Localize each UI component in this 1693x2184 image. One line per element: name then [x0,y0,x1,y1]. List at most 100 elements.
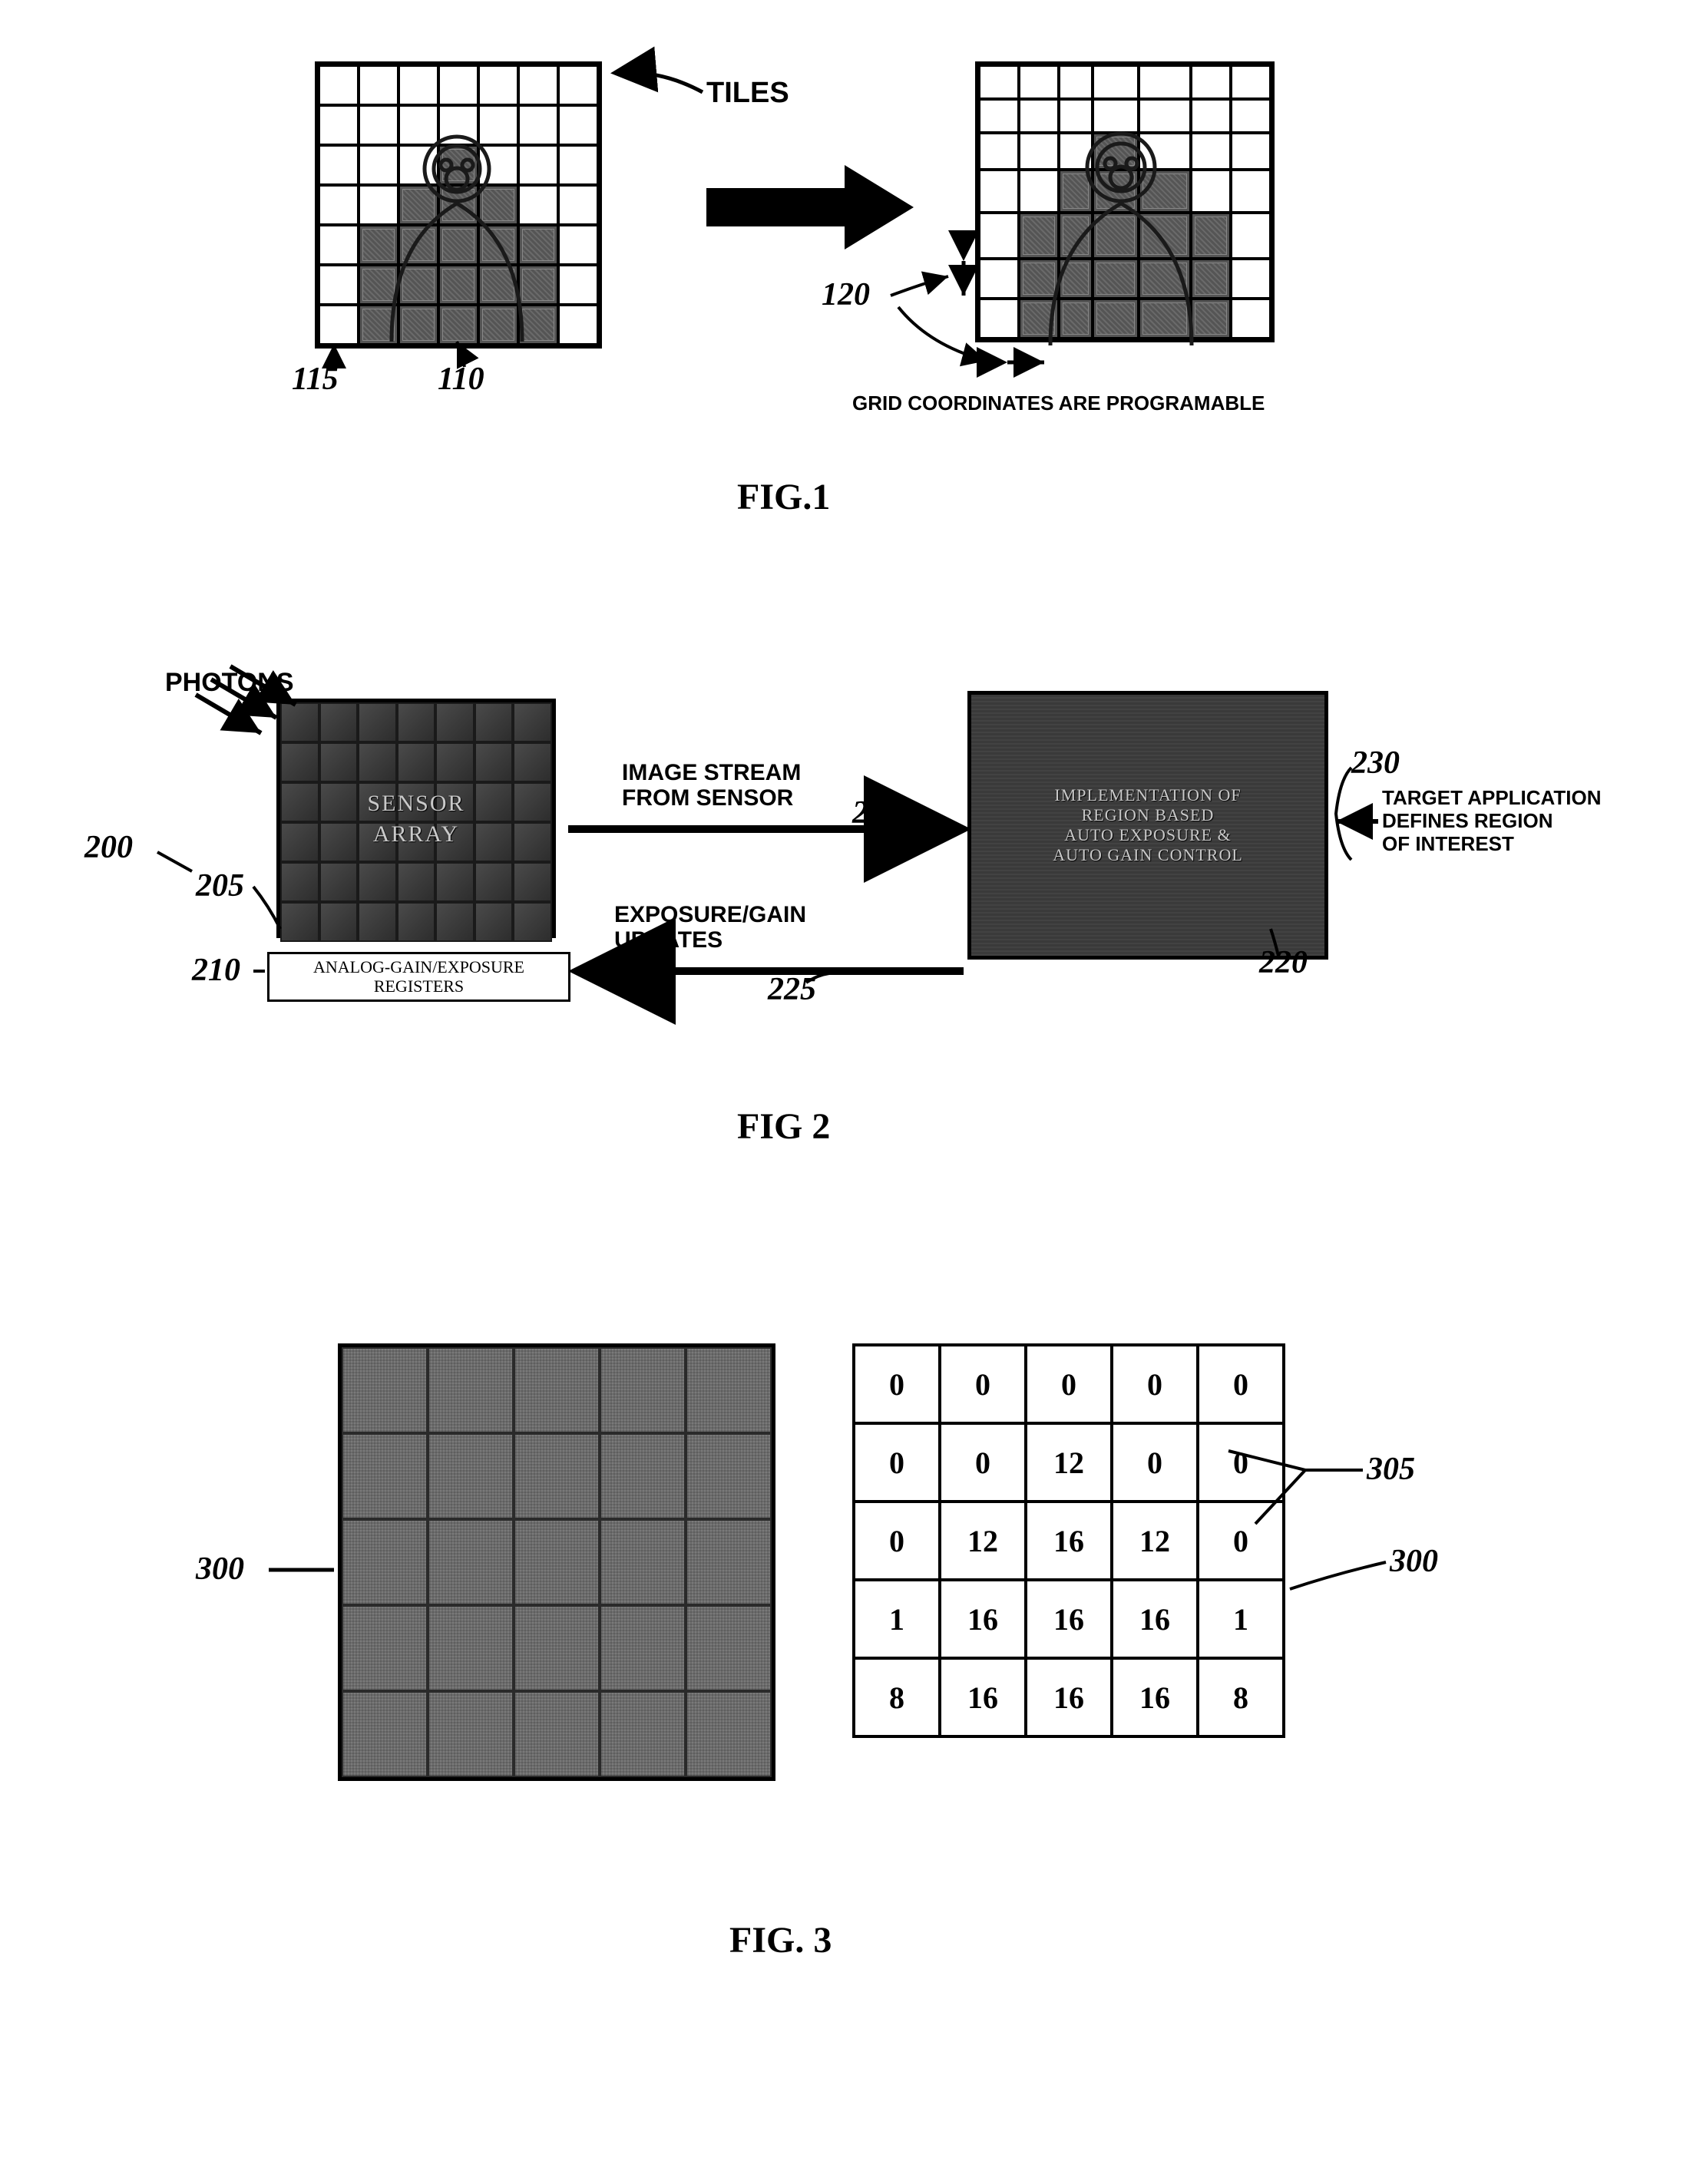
weight-cell: 0 [1198,1345,1284,1423]
impl-line-3: AUTO GAIN CONTROL [971,845,1324,865]
photons-label: PHOTONS [165,668,294,698]
shade-cell [686,1605,772,1691]
grid-cell [478,185,518,225]
grid-cell [1191,170,1231,213]
grid-cell [1231,65,1271,99]
grid-cell [438,305,478,345]
fig3-caption: FIG. 3 [729,1919,832,1961]
grid-cell [1019,133,1059,170]
grid-cell [1059,213,1093,259]
weight-cell: 16 [940,1580,1026,1658]
grid-cell [518,265,558,305]
shade-cell [686,1519,772,1605]
sensor-pixel [280,902,319,942]
sensor-pixel [435,862,475,902]
ref-220: 220 [1259,944,1308,981]
grid-cell [359,65,398,105]
grid-cell [1191,299,1231,339]
weight-cell: 0 [1198,1502,1284,1580]
grid-cell [1019,299,1059,339]
weight-cell: 16 [1026,1580,1112,1658]
fig3-shade-grid [338,1343,775,1781]
weight-cell: 16 [1026,1502,1112,1580]
grid-cell [979,259,1019,299]
shade-cell [342,1691,428,1777]
grid-cell [1019,99,1059,133]
weight-cell: 0 [1112,1345,1198,1423]
ref-225: 225 [768,971,816,1008]
shade-cell [428,1605,514,1691]
grid-cell [518,105,558,145]
shade-cell [600,1519,686,1605]
weight-cell: 0 [940,1423,1026,1502]
grid-cell [1139,99,1191,133]
grid-cell [438,265,478,305]
grid-cell [478,225,518,265]
weight-cell: 1 [854,1580,940,1658]
shade-cell [514,1347,600,1433]
grid-cell [398,265,438,305]
grid-cell [1139,259,1191,299]
grid-cell [1191,259,1231,299]
sensor-pixel [319,902,359,942]
grid-cell [558,105,598,145]
grid-cell [1059,99,1093,133]
ref-115: 115 [292,361,339,398]
grid-cell [319,105,359,145]
ref-210: 210 [192,952,240,989]
sensor-pixel [397,702,436,742]
grid-cell [558,185,598,225]
grid-cell [1059,299,1093,339]
grid-cell [359,105,398,145]
shade-cell [428,1347,514,1433]
grid-cell [1231,299,1271,339]
weight-cell: 12 [1026,1423,1112,1502]
registers-box: ANALOG-GAIN/EXPOSURE REGISTERS [267,952,570,1002]
grid-cell [1019,259,1059,299]
grid-cell [478,305,518,345]
sensor-array: SENSOR ARRAY [276,699,556,938]
grid-cell [1059,170,1093,213]
sensor-pixel [435,742,475,782]
shade-cell [600,1347,686,1433]
grid-cell [438,225,478,265]
shade-cell [600,1691,686,1777]
grid-cell [1019,65,1059,99]
shade-cell [686,1347,772,1433]
grid-cell [1191,133,1231,170]
grid-cell [359,225,398,265]
grid-cell [1231,259,1271,299]
fig3-weight-table: 00000001200012161201161616181616168 [852,1343,1285,1738]
grid-cell [1093,170,1139,213]
grid-cell [359,265,398,305]
sensor-pixel [475,902,514,942]
sensor-pixel [358,742,397,782]
shade-cell [342,1433,428,1519]
ref-305: 305 [1367,1451,1415,1488]
sensor-pixel [397,902,436,942]
grid-cell [518,145,558,185]
updates-label: EXPOSURE/GAIN UPDATES [614,902,806,953]
impl-line-1: REGION BASED [971,805,1324,825]
grid-cell [1093,213,1139,259]
grid-cell [398,105,438,145]
stream-label: IMAGE STREAM FROM SENSOR [622,760,801,811]
grid-cell [558,225,598,265]
sensor-pixel [475,742,514,782]
grid-cell [1093,65,1139,99]
grid-cell [518,225,558,265]
impl-line-2: AUTO EXPOSURE & [971,825,1324,845]
shade-cell [428,1433,514,1519]
grid-cell [398,65,438,105]
weight-cell: 12 [1112,1502,1198,1580]
grid-cell [979,99,1019,133]
fig2-arrows [31,645,1662,1182]
grid-cell [518,65,558,105]
grid-cell [1231,133,1271,170]
shade-cell [514,1605,600,1691]
grid-cell [1191,99,1231,133]
grid-cell [398,305,438,345]
grid-cell [438,145,478,185]
shade-cell [342,1519,428,1605]
shade-cell [600,1433,686,1519]
